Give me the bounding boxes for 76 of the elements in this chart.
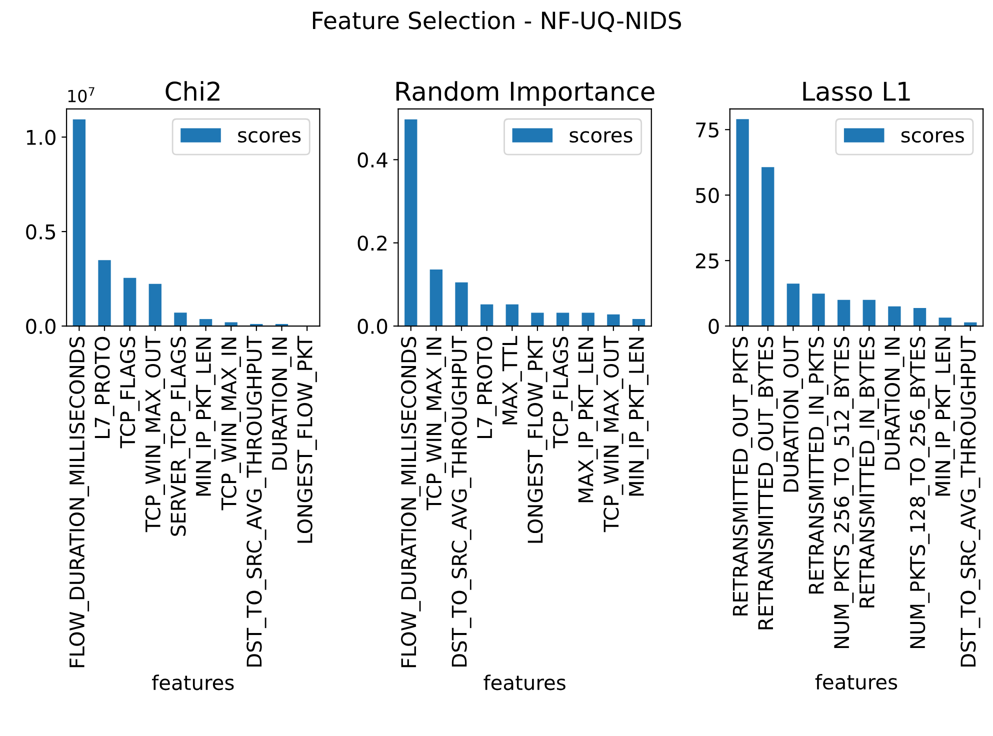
x-tick-label: L7_PROTO	[476, 336, 497, 438]
chart-title: Chi2	[166, 81, 220, 101]
y-tick-label: 50	[696, 188, 719, 204]
bar	[862, 300, 876, 326]
x-tick-label: TCP_WIN_MAX_OUT	[145, 336, 165, 532]
y-tick-label: 0.0	[358, 318, 388, 334]
bar	[786, 284, 800, 326]
x-tick-label: LONGEST_FLOW_PKT	[528, 336, 548, 543]
bar	[556, 312, 570, 326]
x-tick-label: LONGEST_FLOW_PKT	[297, 336, 317, 543]
bar	[404, 119, 418, 326]
bar	[148, 284, 162, 326]
x-tick-label: SERVER_TCP_FLAGS	[170, 336, 190, 536]
legend-label: scores	[901, 131, 964, 143]
bar	[632, 318, 646, 326]
x-axis-title: features	[152, 674, 234, 690]
x-tick-label: FLOW_DURATION_MILLISECONDS	[69, 336, 90, 668]
x-axis-title: features	[815, 674, 898, 690]
bar	[938, 318, 952, 326]
bar	[199, 319, 212, 326]
x-tick-label: RETRANSMITTED_IN_PKTS	[808, 336, 828, 594]
y-tick-label: 0.0	[26, 318, 56, 334]
bar	[98, 260, 111, 326]
x-tick-label: DURATION_IN	[884, 338, 904, 470]
chart-title: Random Importance	[396, 81, 654, 106]
x-tick-label: NUM_PKTS_128_TO_256_BYTES	[910, 336, 930, 648]
x-tick-label: NUM_PKTS_256_TO_512_BYTES	[834, 336, 854, 648]
bar	[762, 167, 774, 326]
x-tick-label: FLOW_DURATION_MILLISECONDS	[401, 336, 421, 668]
y-tick-label: 0.2	[358, 236, 386, 251]
bar	[607, 314, 620, 326]
x-tick-label: TCP_FLAGS	[552, 336, 573, 448]
x-tick-label: TCP_FLAGS	[120, 336, 140, 448]
bar	[174, 312, 187, 326]
bar	[582, 312, 594, 326]
x-tick-label: TCP_WIN_MAX_OUT	[604, 336, 624, 532]
x-tick-label: RETRANSMITTED_OUT_BYTES	[758, 336, 778, 630]
bar	[812, 294, 825, 326]
x-tick-label: DURATION_IN	[272, 338, 292, 470]
x-tick-label: L7_PROTO	[94, 336, 114, 438]
y-tick-label: 25	[696, 253, 718, 269]
bar	[531, 312, 544, 326]
y-tick-label: 0.4	[358, 152, 388, 168]
y-tick-label: 75	[696, 122, 718, 138]
x-tick-label: MIN_IP_PKT_LEN	[935, 338, 955, 496]
x-tick-label: TCP_WIN_MAX_IN	[426, 338, 446, 510]
y-tick-label: 0	[708, 318, 719, 334]
bar	[455, 282, 468, 326]
bar	[837, 300, 850, 326]
bar	[72, 119, 86, 326]
legend-label: scores	[570, 131, 632, 143]
x-tick-label: DST_TO_SRC_AVG_THROUGHPUT	[246, 336, 266, 666]
x-tick-label: DST_TO_SRC_AVG_THROUGHPUT	[452, 336, 472, 666]
text: Feature Selection - NF-UQ-NIDS	[312, 11, 682, 32]
bar	[430, 269, 443, 326]
x-tick-label: RETRANSMITTED_OUT_PKTS	[732, 336, 752, 616]
text: 10$^{7}$	[68, 87, 94, 102]
y-tick-label: 1.0	[26, 130, 56, 146]
legend-label: scores	[238, 131, 301, 143]
bar	[736, 119, 749, 326]
x-tick-label: TCP_WIN_MAX_IN	[221, 338, 241, 510]
bar	[888, 306, 901, 326]
x-tick-label: MIN_IP_PKT_LEN	[629, 338, 648, 496]
chart-title: Lasso L1	[803, 82, 910, 101]
bar	[124, 278, 136, 326]
x-tick-label: MIN_IP_PKT_LEN	[196, 338, 216, 496]
bar	[480, 304, 494, 326]
y-tick-label: 0.5	[26, 224, 56, 240]
x-tick-label: DST_TO_SRC_AVG_THROUGHPUT	[960, 336, 980, 666]
x-axis-title: features	[484, 674, 566, 690]
bar	[506, 304, 518, 326]
x-tick-label: RETRANSMITTED_IN_BYTES	[859, 336, 879, 608]
x-tick-label: MAX_IP_PKT_LEN	[578, 338, 598, 502]
x-tick-label: DURATION_OUT	[783, 336, 804, 492]
bar	[913, 308, 926, 326]
x-tick-label: MAX_TTL	[502, 336, 522, 424]
